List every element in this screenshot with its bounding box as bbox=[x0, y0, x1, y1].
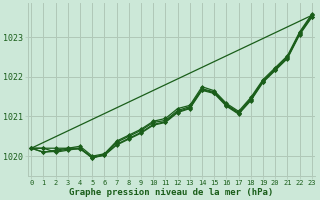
X-axis label: Graphe pression niveau de la mer (hPa): Graphe pression niveau de la mer (hPa) bbox=[69, 188, 274, 197]
